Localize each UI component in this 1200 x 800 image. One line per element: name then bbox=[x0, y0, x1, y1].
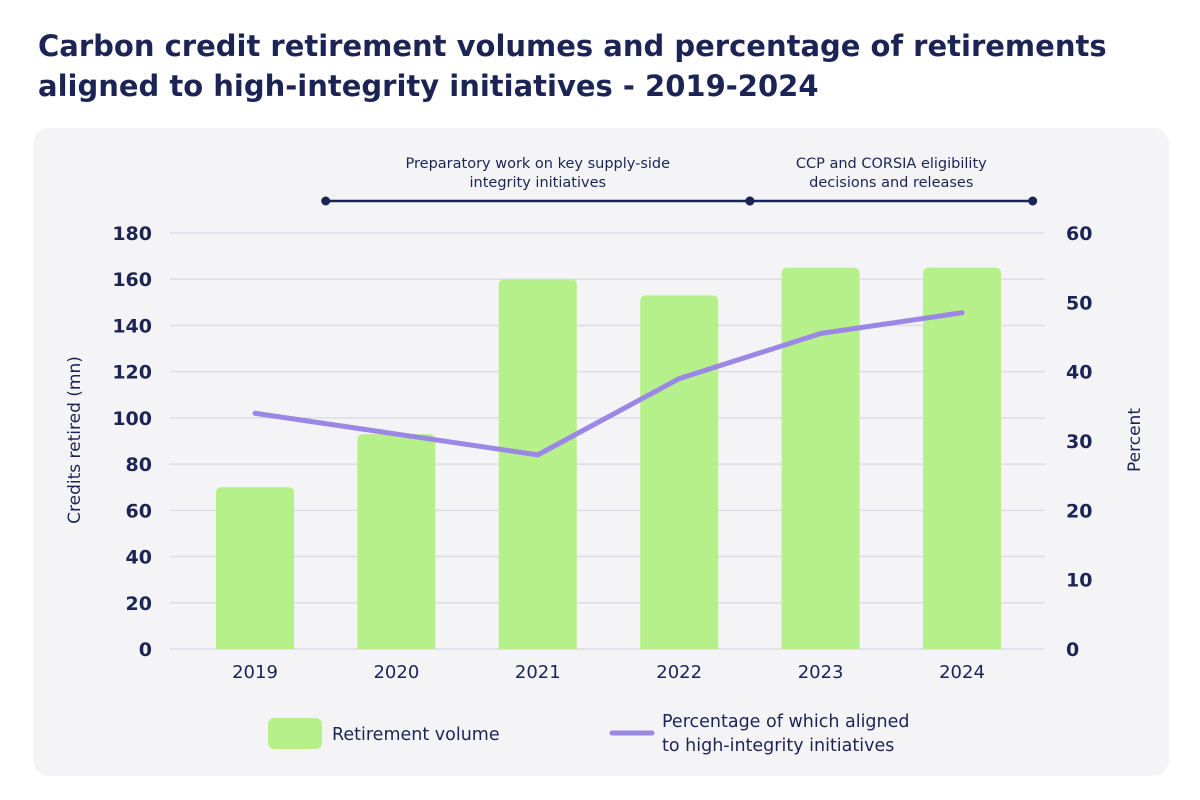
annotation-text: integrity initiatives bbox=[470, 175, 607, 191]
y2-tick-label: 0 bbox=[1066, 639, 1079, 661]
legend: Retirement volume Percentage of which ali… bbox=[268, 712, 910, 756]
bar-2022 bbox=[640, 295, 719, 649]
bar-2020 bbox=[357, 434, 436, 649]
bar-2019 bbox=[216, 487, 294, 649]
gridlines bbox=[170, 232, 1045, 650]
line-series bbox=[252, 310, 965, 458]
chart-title: Carbon credit retirement volumes and per… bbox=[38, 29, 1107, 103]
bar-2023 bbox=[781, 267, 860, 649]
y2-tick-label: 20 bbox=[1066, 500, 1092, 522]
y-tick-label: 180 bbox=[112, 223, 152, 245]
y-tick-label: 120 bbox=[112, 362, 152, 384]
annotation-dot bbox=[1028, 196, 1038, 206]
y-tick-label: 80 bbox=[126, 454, 152, 476]
right-axis-label: Percent bbox=[1125, 408, 1145, 472]
left-axis-ticks: 0 20 40 60 80 100 120 140 160 180 bbox=[112, 223, 152, 661]
x-tick-label: 2024 bbox=[939, 662, 985, 683]
x-axis-ticks: 2019 2020 2021 2022 2023 2024 bbox=[232, 662, 985, 683]
y-tick-label: 160 bbox=[112, 269, 152, 291]
annotation-text: CCP and CORSIA eligibility bbox=[796, 156, 987, 172]
x-tick-label: 2022 bbox=[656, 662, 702, 683]
y-tick-label: 140 bbox=[112, 315, 152, 337]
y2-tick-label: 60 bbox=[1066, 223, 1092, 245]
y2-tick-label: 50 bbox=[1066, 292, 1092, 314]
y-tick-label: 0 bbox=[139, 639, 152, 661]
y-tick-label: 100 bbox=[112, 408, 152, 430]
x-tick-label: 2023 bbox=[798, 662, 844, 683]
legend-swatch-bar bbox=[268, 718, 322, 749]
annotation-text: decisions and releases bbox=[809, 175, 973, 191]
legend-label-line: Percentage of which aligned bbox=[662, 712, 910, 732]
y-tick-label: 40 bbox=[126, 547, 152, 569]
annotation-text: Preparatory work on key supply-side bbox=[406, 156, 671, 172]
y2-tick-label: 10 bbox=[1066, 570, 1092, 592]
y2-tick-label: 30 bbox=[1066, 431, 1092, 453]
line-series-path bbox=[252, 310, 965, 458]
timeline-annotations: Preparatory work on key supply-side integ… bbox=[321, 156, 1038, 206]
y2-tick-label: 40 bbox=[1066, 362, 1092, 384]
left-axis-label: Credits retired (mn) bbox=[65, 356, 85, 524]
legend-label-line: to high-integrity initiatives bbox=[662, 736, 894, 756]
bar-2021 bbox=[498, 279, 577, 649]
bar-series bbox=[216, 267, 1001, 649]
x-tick-label: 2020 bbox=[373, 662, 419, 683]
y-tick-label: 60 bbox=[126, 500, 152, 522]
y-tick-label: 20 bbox=[126, 593, 152, 615]
x-tick-label: 2021 bbox=[515, 662, 561, 683]
annotation-dot bbox=[321, 196, 331, 206]
right-axis-ticks: 0 10 20 30 40 50 60 bbox=[1066, 223, 1092, 661]
x-tick-label: 2019 bbox=[232, 662, 278, 683]
annotation-dot bbox=[745, 196, 755, 206]
legend-label-bar: Retirement volume bbox=[332, 725, 500, 745]
bar-2024 bbox=[923, 267, 1001, 649]
